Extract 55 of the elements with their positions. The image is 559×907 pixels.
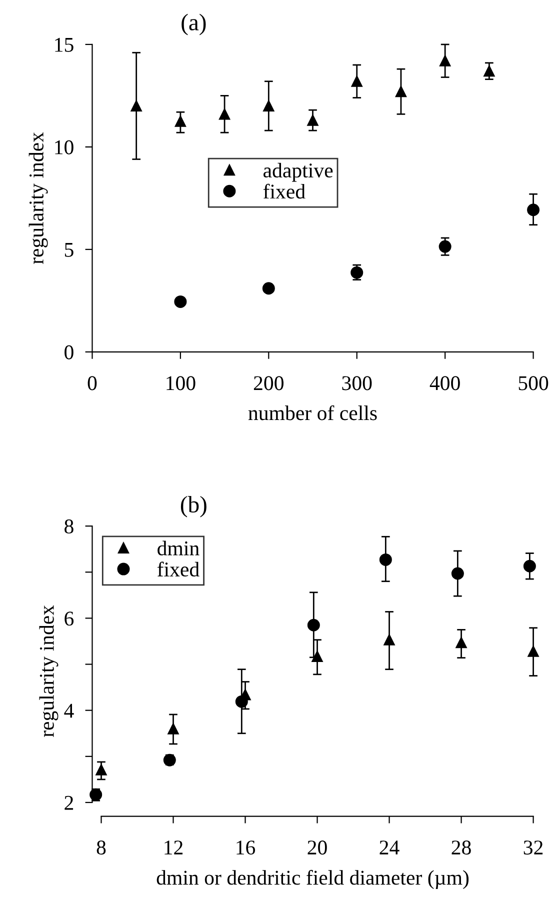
- y-tick-label: 15: [55, 38, 74, 52]
- y-axis-title: regularity index: [28, 132, 48, 264]
- legend-label: fixed: [157, 562, 200, 577]
- y-tick-label: 10: [55, 140, 74, 154]
- point: [379, 553, 392, 566]
- point: [451, 567, 464, 580]
- legend-label: adaptive: [264, 162, 333, 182]
- point: [130, 100, 142, 112]
- chart-title: (a): [182, 14, 206, 36]
- x-tick-label: 28: [452, 840, 471, 855]
- y-tick-label: 0: [64, 345, 74, 360]
- x-axis-title: dmin or dendritic field diameter (µm): [156, 870, 469, 890]
- point: [527, 204, 540, 216]
- point: [351, 76, 362, 87]
- point: [96, 764, 107, 776]
- point: [218, 108, 230, 120]
- legend-label: dmin: [158, 540, 200, 556]
- x-tick-label: 16: [236, 840, 256, 855]
- point: [312, 650, 323, 662]
- y-axis-title: regularity index: [39, 605, 58, 737]
- point: [523, 560, 536, 572]
- x-tick-label: 500: [518, 376, 548, 390]
- chart-title: (b): [180, 496, 206, 518]
- x-axis-title: number of cells: [248, 405, 377, 420]
- point: [174, 295, 187, 308]
- point: [528, 646, 539, 657]
- x-tick-label: 12: [164, 840, 183, 854]
- point: [384, 634, 395, 646]
- point: [440, 55, 451, 66]
- x-tick-label: 200: [254, 376, 284, 390]
- y-tick-label: 8: [64, 519, 74, 534]
- point: [456, 637, 467, 648]
- point: [395, 86, 407, 98]
- point: [307, 114, 318, 126]
- point: [484, 66, 495, 77]
- x-tick-label: 300: [342, 376, 372, 390]
- x-tick-label: 100: [166, 376, 196, 390]
- x-tick-label: 8: [96, 840, 106, 855]
- point: [168, 723, 179, 734]
- y-tick-label: 4: [64, 704, 74, 718]
- x-tick-label: 32: [524, 840, 543, 855]
- point: [307, 618, 320, 632]
- y-tick-label: 2: [64, 796, 74, 810]
- y-tick-label: 5: [64, 243, 74, 257]
- x-tick-label: 20: [308, 840, 327, 855]
- point: [174, 116, 186, 127]
- point: [263, 100, 274, 112]
- x-tick-label: 0: [88, 376, 97, 390]
- legend-label: fixed: [263, 184, 306, 199]
- y-tick-label: 6: [64, 612, 74, 626]
- point: [262, 282, 275, 295]
- point: [438, 240, 452, 253]
- x-tick-label: 24: [380, 840, 400, 854]
- point: [235, 695, 248, 708]
- x-tick-label: 400: [430, 376, 460, 390]
